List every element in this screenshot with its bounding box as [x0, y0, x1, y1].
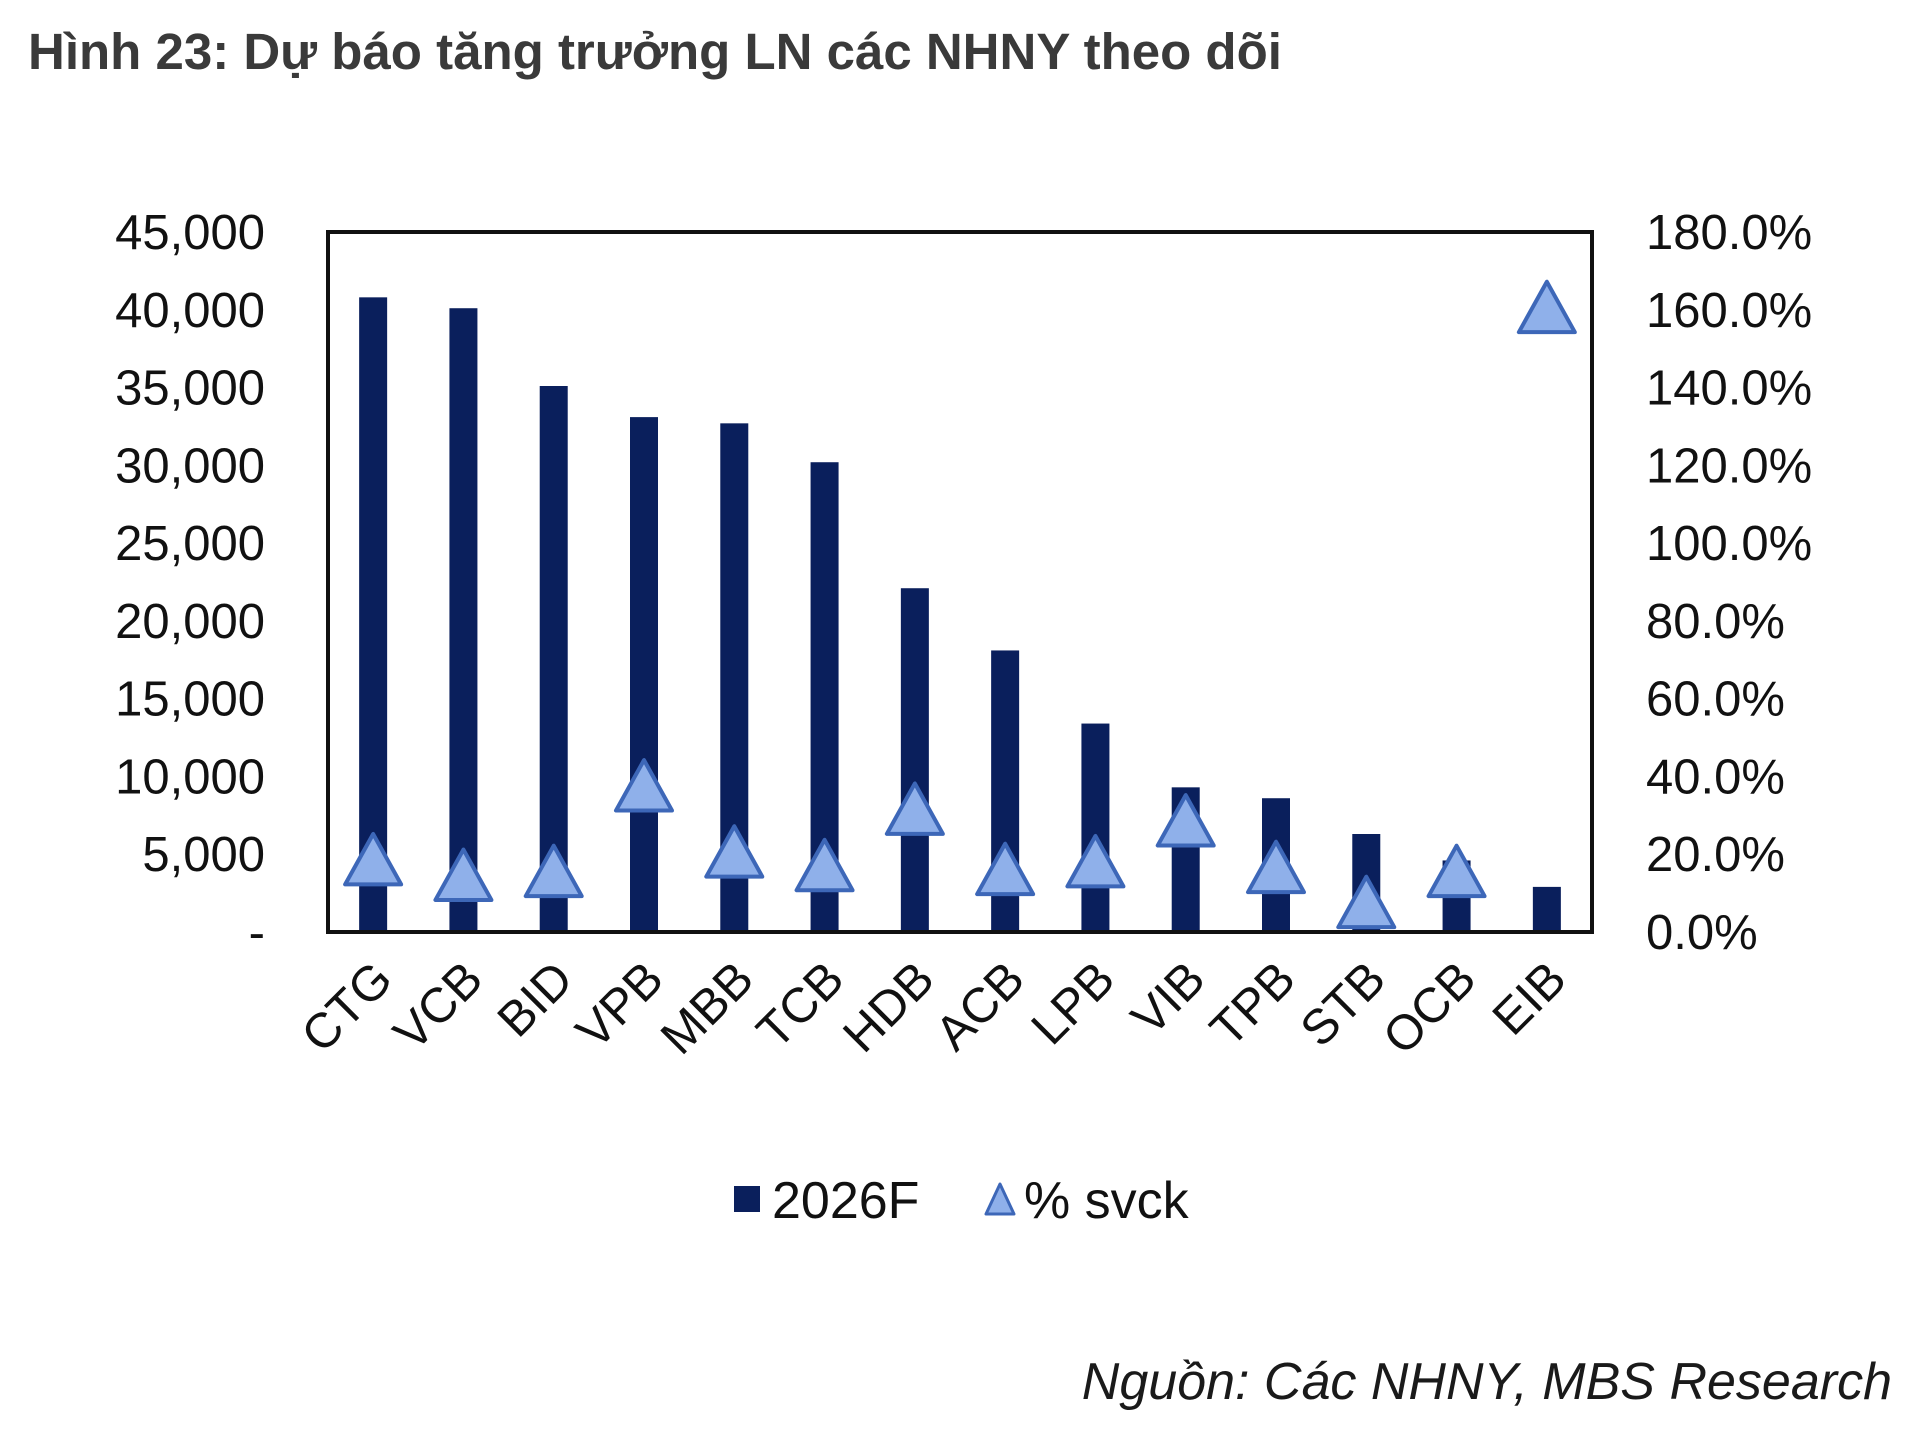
left-tick-label: 5,000 — [142, 828, 265, 882]
left-axis-ticks: - 5,000 10,000 15,000 20,000 25,000 30,000 35,0… — [115, 206, 265, 960]
left-tick-label: 45,000 — [115, 206, 265, 260]
bar-vcb — [449, 308, 478, 932]
left-tick-label: 25,000 — [115, 517, 265, 571]
right-tick-label: 20.0% — [1646, 828, 1785, 882]
category-label: ACB — [925, 952, 1034, 1061]
category-label: EIB — [1483, 952, 1577, 1046]
right-tick-label: 100.0% — [1646, 517, 1812, 571]
category-label: TCB — [747, 952, 854, 1059]
bar-ctg — [359, 297, 388, 932]
marker-vpb — [614, 758, 674, 813]
marker-hdb — [884, 781, 945, 836]
marker-tpb — [1246, 839, 1306, 895]
bar-eib — [1532, 886, 1561, 932]
right-axis-ticks: 0.0% 20.0% 40.0% 60.0% 80.0% 100.0% 120.0% 140.… — [1646, 206, 1812, 960]
left-tick-label: 40,000 — [115, 284, 265, 338]
category-label: LPB — [1022, 952, 1126, 1056]
left-tick-label: 15,000 — [115, 673, 265, 727]
category-label: OCB — [1373, 952, 1486, 1065]
chart-title: Hình 23: Dự báo tăng trưởng LN các NHNY … — [28, 23, 1282, 80]
marker-mbb — [704, 824, 765, 879]
category-label: CTG — [292, 952, 403, 1063]
marker-vib — [1155, 793, 1216, 848]
left-tick-label: 35,000 — [115, 362, 265, 416]
marker-tcb — [794, 837, 855, 893]
right-tick-label: 0.0% — [1646, 906, 1758, 960]
category-label: MBB — [651, 952, 764, 1065]
category-label: BID — [488, 952, 584, 1048]
legend: 2026F % svck — [734, 1172, 1190, 1230]
bar-hdb — [900, 588, 929, 932]
marker-ctg — [343, 832, 404, 887]
source-note: Nguồn: Các NHNY, MBS Research — [1081, 1353, 1892, 1411]
marker-vcb — [433, 847, 494, 902]
marker-lpb — [1065, 833, 1126, 889]
category-label: TPB — [1200, 952, 1306, 1058]
legend-triangle-swatch — [984, 1182, 1016, 1216]
category-axis-labels: CTGVCBBIDVPBMBBTCBHDBACBLPBVIBTPBSTBOCBE… — [292, 952, 1577, 1065]
category-label: STB — [1290, 952, 1396, 1058]
bar-series-group — [359, 297, 1561, 933]
marker-bid — [523, 843, 584, 899]
legend-label-2026f: 2026F — [772, 1172, 919, 1230]
marker-stb — [1336, 874, 1397, 930]
right-tick-label: 40.0% — [1646, 750, 1785, 804]
right-tick-label: 60.0% — [1646, 673, 1785, 727]
right-tick-label: 160.0% — [1646, 284, 1812, 338]
marker-eib — [1516, 279, 1577, 335]
left-tick-label: 20,000 — [115, 595, 265, 649]
left-tick-label: - — [249, 906, 265, 960]
right-tick-label: 180.0% — [1646, 206, 1812, 260]
marker-acb — [975, 841, 1036, 897]
left-tick-label: 30,000 — [115, 439, 265, 493]
right-tick-label: 140.0% — [1646, 362, 1812, 416]
category-label: VCB — [384, 952, 493, 1061]
right-tick-label: 80.0% — [1646, 595, 1785, 649]
left-tick-label: 10,000 — [115, 750, 265, 804]
marker-series-group — [343, 279, 1577, 930]
legend-bar-swatch — [734, 1186, 760, 1212]
marker-ocb — [1426, 843, 1487, 899]
bar-vpb — [630, 417, 658, 933]
legend-label-svck: % svck — [1024, 1172, 1190, 1230]
category-label: HDB — [833, 952, 944, 1063]
bar-lpb — [1081, 723, 1110, 932]
plot-area-frame — [326, 230, 1594, 934]
category-label: VPB — [566, 952, 674, 1060]
category-label: VIB — [1121, 952, 1215, 1046]
bar-bid — [539, 386, 568, 932]
right-tick-label: 120.0% — [1646, 439, 1812, 493]
